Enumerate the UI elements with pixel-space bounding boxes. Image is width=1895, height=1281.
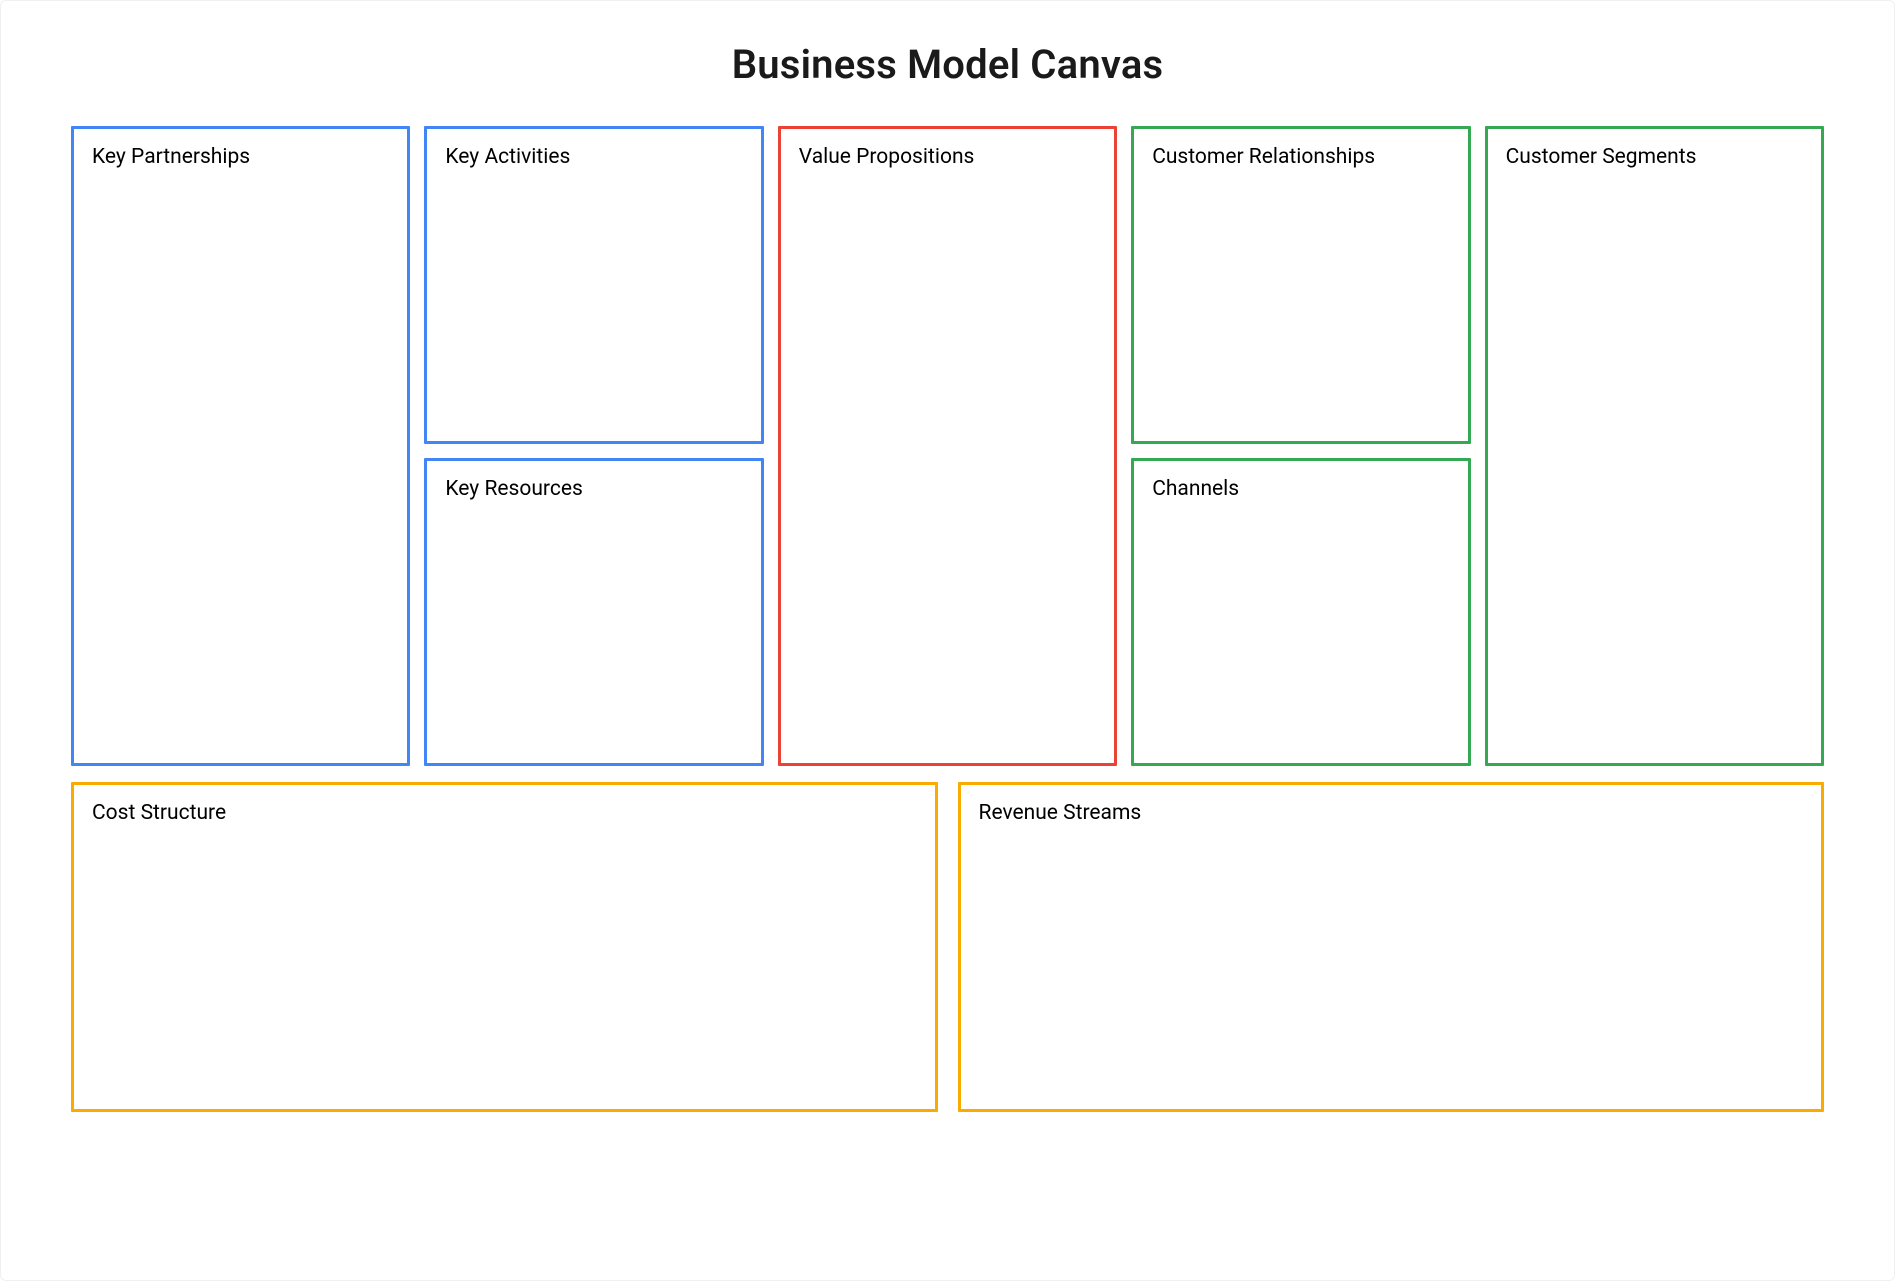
business-model-canvas: Business Model Canvas Key Partnerships K… <box>0 0 1895 1281</box>
box-value-propositions: Value Propositions <box>778 126 1117 766</box>
box-key-partnerships: Key Partnerships <box>71 126 410 766</box>
canvas-bottom-row: Cost Structure Revenue Streams <box>71 782 1824 1112</box>
canvas-col-1: Key Partnerships <box>71 126 410 766</box>
canvas-title: Business Model Canvas <box>71 41 1824 88</box>
box-label-key-activities: Key Activities <box>445 145 742 169</box>
canvas-col-2: Key Activities Key Resources <box>424 126 763 766</box>
box-label-revenue-streams: Revenue Streams <box>979 801 1804 825</box>
box-label-key-resources: Key Resources <box>445 477 742 501</box>
box-channels: Channels <box>1131 458 1470 766</box>
box-label-channels: Channels <box>1152 477 1449 501</box>
canvas-col-3: Value Propositions <box>778 126 1117 766</box>
canvas-grid: Key Partnerships Key Activities Key Reso… <box>71 126 1824 1220</box>
box-label-customer-segments: Customer Segments <box>1506 145 1803 169</box>
box-key-activities: Key Activities <box>424 126 763 444</box>
box-revenue-streams: Revenue Streams <box>958 782 1825 1112</box>
box-label-key-partnerships: Key Partnerships <box>92 145 389 169</box>
box-customer-segments: Customer Segments <box>1485 126 1824 766</box>
canvas-top-row: Key Partnerships Key Activities Key Reso… <box>71 126 1824 766</box>
box-label-customer-relationships: Customer Relationships <box>1152 145 1449 169</box>
box-label-cost-structure: Cost Structure <box>92 801 917 825</box>
box-customer-relationships: Customer Relationships <box>1131 126 1470 444</box>
box-key-resources: Key Resources <box>424 458 763 766</box>
canvas-col-5: Customer Segments <box>1485 126 1824 766</box>
canvas-col-4: Customer Relationships Channels <box>1131 126 1470 766</box>
box-cost-structure: Cost Structure <box>71 782 938 1112</box>
box-label-value-propositions: Value Propositions <box>799 145 1096 169</box>
